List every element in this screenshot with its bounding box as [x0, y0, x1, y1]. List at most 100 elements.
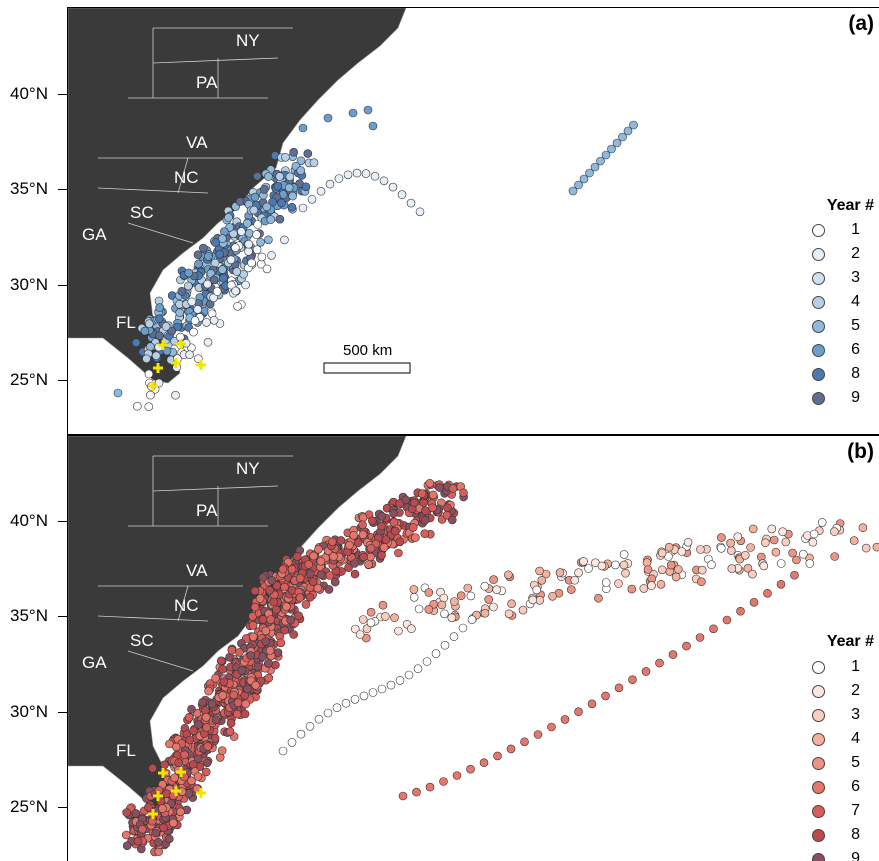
track-point [203, 724, 211, 732]
track-point [450, 598, 458, 606]
track-point [199, 244, 207, 252]
legend-swatch [812, 392, 825, 405]
track-point [324, 114, 332, 122]
state-label-ga: GA [82, 653, 107, 672]
track-point [155, 315, 163, 323]
track-point [367, 608, 375, 616]
track-point [349, 109, 357, 117]
track-point [309, 578, 317, 586]
track-point [594, 594, 602, 602]
track-point [184, 282, 192, 290]
track-point [227, 256, 235, 264]
track-point [359, 514, 367, 522]
track-point [490, 576, 498, 584]
track-point [227, 719, 235, 727]
track-point [747, 544, 755, 552]
track-point [378, 551, 386, 559]
track-point [326, 180, 334, 188]
track-point [504, 571, 512, 579]
track-point [792, 556, 800, 564]
legend-label: 1 [851, 221, 860, 239]
track-point [457, 592, 465, 600]
track-point [264, 236, 272, 244]
track-point [398, 191, 406, 199]
track-point [369, 689, 377, 697]
legend-label: 9 [851, 850, 860, 861]
legend-label: 4 [851, 730, 860, 748]
track-point [571, 576, 579, 584]
track-point [212, 674, 220, 682]
track-point [268, 251, 276, 259]
track-point [260, 185, 268, 193]
track-point [288, 738, 296, 746]
track-point [440, 778, 448, 786]
legend-label: 7 [851, 802, 860, 820]
track-point [295, 612, 303, 620]
legend-swatch [812, 805, 825, 818]
track-point [190, 328, 198, 336]
track-point [459, 624, 467, 632]
legend-label: 8 [851, 826, 860, 844]
legend-title-b: Year # [827, 633, 874, 651]
track-point [418, 490, 426, 498]
legend-swatch [812, 709, 825, 722]
track-point [737, 607, 745, 615]
track-point [410, 499, 418, 507]
track-point [267, 216, 275, 224]
track-point [387, 681, 395, 689]
track-point [293, 552, 301, 560]
track-point [791, 571, 799, 579]
track-point [669, 651, 677, 659]
track-point [219, 691, 227, 699]
track-point [432, 650, 440, 658]
track-point [818, 518, 826, 526]
track-point [219, 665, 227, 673]
track-point [549, 592, 557, 600]
track-point [413, 788, 421, 796]
legend-label: 1 [851, 658, 860, 676]
track-point [191, 317, 199, 325]
track-point [359, 616, 367, 624]
track-point [165, 835, 173, 843]
track-point [380, 177, 388, 185]
track-point [203, 318, 211, 326]
legend-item: 1 [812, 221, 860, 239]
track-point [697, 546, 705, 554]
track-point [717, 544, 725, 552]
track-point [285, 184, 293, 192]
track-point [306, 722, 314, 730]
legend-item: 8 [812, 365, 860, 383]
track-point [629, 676, 637, 684]
track-point [317, 557, 325, 565]
track-point [123, 842, 131, 850]
legend-item: 3 [812, 706, 860, 724]
track-point [262, 638, 270, 646]
track-point [648, 582, 656, 590]
track-point [217, 657, 225, 665]
track-point [378, 685, 386, 693]
track-point [160, 824, 168, 832]
map-a-svg: NY PA VA NC SC GA FL 500 km [68, 8, 879, 434]
track-point [351, 570, 359, 578]
track-point [575, 708, 583, 716]
track-point [768, 525, 776, 533]
track-point [302, 183, 310, 191]
track-point [367, 544, 375, 552]
track-point [218, 266, 226, 274]
track-point [481, 609, 489, 617]
track-point [226, 728, 234, 736]
track-point [331, 578, 339, 586]
legend-swatch [812, 781, 825, 794]
state-label-sc: SC [130, 631, 154, 650]
track-point [810, 530, 818, 538]
track-point [615, 684, 623, 692]
track-point [259, 574, 267, 582]
legend-item: 2 [812, 245, 860, 263]
track-point [259, 653, 267, 661]
track-point [620, 550, 628, 558]
track-point [335, 175, 343, 183]
track-point [426, 479, 434, 487]
track-point [333, 704, 341, 712]
track-point [521, 738, 529, 746]
track-point [425, 589, 433, 597]
